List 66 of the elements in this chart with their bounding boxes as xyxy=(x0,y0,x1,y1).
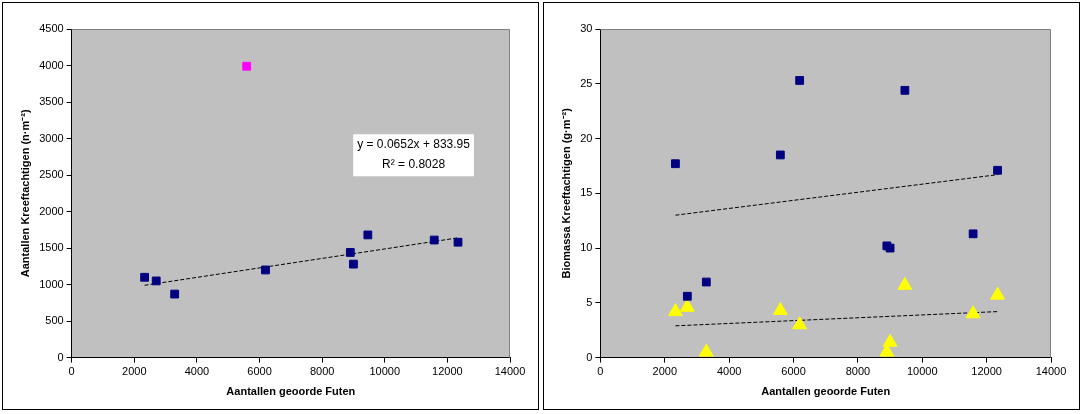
point xyxy=(775,150,785,160)
point xyxy=(897,276,913,290)
point xyxy=(667,303,683,317)
y-tick-label: 10 xyxy=(580,241,593,254)
x-tick-label: 14000 xyxy=(494,365,526,378)
x-tick-label: 4000 xyxy=(184,365,210,378)
x-tick-label: 6000 xyxy=(247,365,272,378)
y-tick-label: 3000 xyxy=(39,131,64,144)
x-axis-title: Aantallen geoorde Futen xyxy=(761,385,891,398)
point xyxy=(990,286,1005,300)
y-tick-label: 30 xyxy=(580,22,593,35)
point xyxy=(453,237,463,247)
y-tick-label: 4000 xyxy=(39,58,64,71)
x-tick-label: 10000 xyxy=(906,365,938,378)
point xyxy=(242,61,252,71)
point xyxy=(363,230,373,240)
x-tick-label: 2000 xyxy=(122,365,147,378)
y-axis-title: Aantallen Kreeftachtigen (n·m⁻²) xyxy=(18,109,31,278)
x-tick-label: 12000 xyxy=(971,365,1002,378)
x-axis-title: Aantallen geoorde Futen xyxy=(226,385,356,398)
point xyxy=(140,272,150,282)
y-tick-label: 500 xyxy=(45,314,64,327)
point xyxy=(151,276,161,286)
point xyxy=(968,229,978,239)
y-tick-label: 4500 xyxy=(39,22,64,35)
point xyxy=(772,302,788,315)
x-tick-label: 10000 xyxy=(369,365,401,378)
point xyxy=(965,305,981,319)
x-tick-label: 0 xyxy=(597,365,604,378)
y-tick-label: 0 xyxy=(586,350,593,363)
x-tick-label: 8000 xyxy=(309,365,335,378)
x-tick-label: 8000 xyxy=(845,365,871,378)
point xyxy=(170,289,180,299)
x-tick-label: 12000 xyxy=(432,365,463,378)
annotation: R² = 0.8028 xyxy=(382,157,446,172)
point xyxy=(679,298,695,312)
y-tick-label: 25 xyxy=(580,76,593,89)
point xyxy=(682,291,692,301)
point xyxy=(261,265,270,275)
y-tick-label: 3500 xyxy=(39,95,64,108)
x-tick-label: 0 xyxy=(68,365,75,378)
point xyxy=(349,259,358,269)
point xyxy=(429,235,439,245)
x-tick-label: 2000 xyxy=(652,365,678,378)
y-tick-label: 20 xyxy=(580,131,593,144)
y-tick-label: 2000 xyxy=(39,204,64,217)
point xyxy=(671,159,680,169)
point xyxy=(345,248,355,257)
point xyxy=(792,316,808,330)
point xyxy=(701,277,711,287)
point xyxy=(698,343,714,357)
y-tick-label: 2500 xyxy=(39,168,64,181)
point xyxy=(993,165,1002,175)
x-tick-label: 14000 xyxy=(1035,365,1067,378)
y-tick-label: 1000 xyxy=(39,277,64,290)
y-axis-title: Biomassa Kreeftachtigen (g·m⁻²) xyxy=(559,107,572,279)
x-tick-label: 4000 xyxy=(716,365,742,378)
point xyxy=(795,76,805,85)
y-tick-label: 1500 xyxy=(39,241,64,254)
y-tick-label: 15 xyxy=(580,186,593,199)
y-tick-label: 5 xyxy=(586,295,593,308)
y-tick-label: 0 xyxy=(57,350,64,363)
x-tick-label: 6000 xyxy=(781,365,806,378)
point xyxy=(882,333,898,347)
point xyxy=(900,85,910,95)
annotation: y = 0.0652x + 833.95 xyxy=(357,137,471,152)
